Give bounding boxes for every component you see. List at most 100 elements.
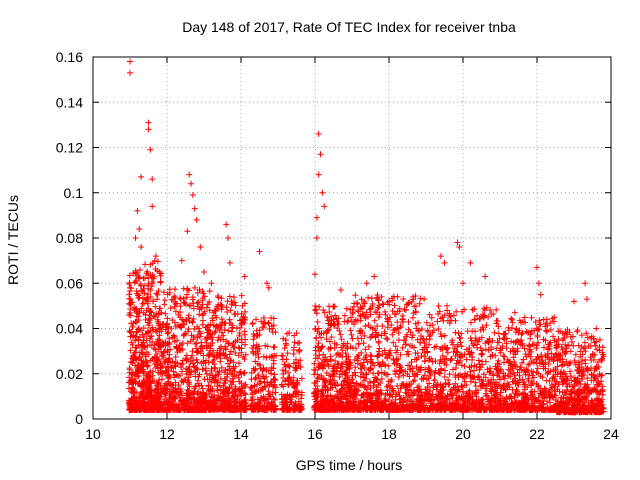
data-point [522,369,529,376]
data-point [381,347,388,354]
data-point [157,272,164,279]
data-point [128,406,135,413]
data-point [365,321,372,328]
data-point [189,352,196,359]
data-point [513,325,520,332]
data-point [475,338,482,345]
data-point [503,345,510,352]
data-point [222,367,229,374]
data-point [403,390,410,397]
data-point [383,383,390,390]
data-point [522,351,529,358]
data-point [152,396,159,403]
data-point [196,311,203,318]
data-point [355,351,362,358]
data-point [218,295,225,302]
data-point [547,326,554,333]
data-point [137,281,144,288]
data-point [407,366,414,373]
data-point [384,371,391,378]
data-point [397,322,404,329]
data-point [136,379,143,386]
data-point [129,376,136,383]
data-point [177,406,184,413]
data-point [272,329,279,336]
data-point [494,339,501,346]
data-point [435,310,442,317]
data-point [183,403,190,410]
data-point [134,273,141,280]
data-point [130,353,137,360]
data-point [424,386,431,393]
data-point [453,308,460,315]
data-point [547,368,554,375]
data-point [413,363,420,370]
data-point [130,399,137,406]
data-point [127,347,134,354]
data-point [173,389,180,396]
data-point [215,404,222,411]
data-point [409,294,416,301]
data-point [127,333,134,340]
data-point [126,365,133,372]
data-point [190,305,197,312]
data-point [141,368,148,375]
data-point [186,363,193,370]
data-point [395,337,402,344]
data-point [343,390,350,397]
data-point [519,330,526,337]
data-point [352,372,359,379]
data-point [176,372,183,379]
data-point [153,350,160,357]
data-point [588,377,595,384]
data-point [379,351,386,358]
data-point [439,403,445,410]
data-point [365,294,372,301]
data-point [128,320,135,327]
data-point [482,346,489,353]
data-point [125,385,132,392]
data-point [546,389,553,396]
data-point [324,314,331,321]
data-point [188,406,195,413]
data-point [174,360,181,367]
data-point [425,328,432,335]
data-point [239,302,246,309]
data-point [448,339,455,346]
data-point [202,403,209,410]
data-point [559,346,566,353]
data-point [436,369,443,376]
data-point [202,336,209,343]
data-point [450,384,457,391]
data-point [358,365,365,372]
data-point [271,381,278,388]
data-point [585,343,592,350]
data-point [152,346,159,353]
data-point [214,369,221,376]
data-point [145,386,152,393]
data-point [408,358,415,365]
data-point [495,357,502,364]
data-point [232,390,239,397]
data-point [248,369,255,376]
data-point [251,383,258,390]
data-point [252,351,259,358]
data-point [547,339,554,346]
data-point [201,399,208,406]
data-point [399,381,406,388]
data-point [494,400,501,407]
data-point [369,405,376,412]
data-point [240,404,247,411]
data-point [514,337,521,344]
data-point [441,342,448,349]
data-point [438,358,445,365]
data-point [410,400,417,407]
data-point [523,394,530,401]
data-point [226,385,233,392]
data-point [197,330,204,337]
data-point [231,398,238,405]
data-point [280,371,287,378]
data-point [441,367,448,374]
data-point [432,358,439,365]
data-point [232,302,239,309]
